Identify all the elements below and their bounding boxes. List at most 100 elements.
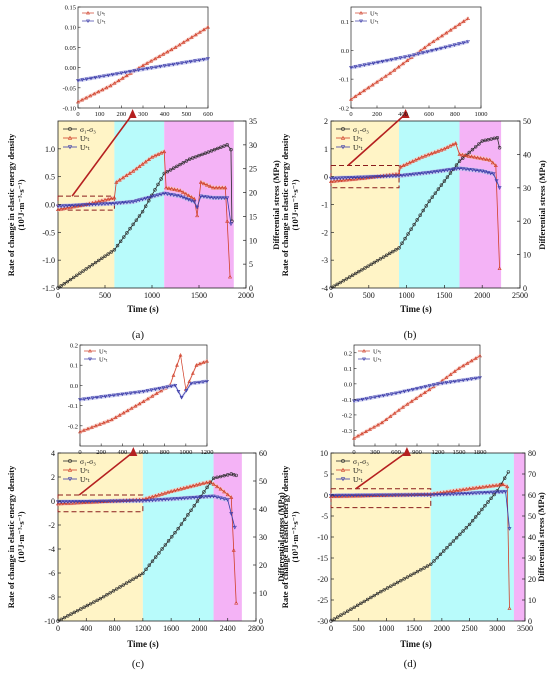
ue-marker [347, 177, 352, 182]
inset-ux-marker [434, 47, 439, 52]
inset-ue-marker [89, 425, 94, 429]
diff-stress-marker [335, 282, 339, 287]
ux-marker [430, 170, 435, 175]
diff-stress-marker [480, 507, 484, 512]
ux-marker [211, 196, 216, 200]
diff-stress-marker [66, 614, 70, 618]
inset-ue-marker [157, 54, 162, 58]
ux-marker [332, 493, 337, 498]
inset-ue-marker [383, 74, 388, 78]
x-tick-label: 2500 [512, 291, 528, 300]
inset-x-tick-label: 200 [116, 111, 126, 118]
ux-marker [480, 491, 485, 495]
inset-ux-marker [176, 390, 181, 394]
diff-stress-marker [195, 499, 200, 503]
y-left-axis-title: Rate of change in elastic energy density [280, 133, 290, 276]
ux-marker [464, 491, 469, 496]
ue-marker [229, 495, 234, 499]
diff-stress-marker [359, 601, 363, 606]
y-right-tick-label: 60 [259, 449, 267, 458]
ue-marker [198, 180, 203, 184]
ue-marker [407, 160, 412, 165]
zoom-dashed-box [57, 195, 115, 211]
ux-marker [461, 492, 466, 496]
diff-stress-marker [409, 227, 413, 231]
inset-ux-marker [165, 385, 170, 389]
ux-marker [134, 199, 139, 203]
inset-ux-marker [158, 64, 163, 69]
ux-marker [497, 490, 502, 495]
ue-marker [159, 150, 164, 155]
ue-marker [131, 168, 136, 173]
ux-marker [397, 174, 402, 178]
ue-marker [359, 176, 364, 180]
diff-stress-marker [366, 264, 370, 268]
inset-ue-marker [150, 394, 155, 398]
ux-marker [208, 195, 213, 200]
diff-stress-marker [134, 218, 139, 222]
legend-marker [341, 459, 345, 463]
inset-ux-marker [84, 77, 89, 82]
inset-ue-marker [137, 401, 142, 406]
inset-x-tick-label: 500 [181, 111, 191, 118]
legend-label: σ₁-σ₃ [80, 457, 96, 466]
ue-marker [117, 177, 122, 182]
diff-stress-marker [415, 569, 420, 574]
ux-marker [363, 175, 368, 180]
inset-x-tick-label: 1500 [453, 449, 466, 456]
diff-stress-marker [495, 136, 500, 140]
y-right-tick-label: 40 [528, 533, 536, 542]
ue-marker [448, 143, 453, 148]
ue-marker [71, 204, 76, 209]
diff-stress-marker [454, 163, 459, 167]
inset-y-tick-label: -0.1 [342, 397, 352, 404]
inset-y-tick-label: 0.15 [65, 5, 76, 12]
inset-ux-marker [416, 52, 421, 56]
ux-marker [427, 170, 432, 175]
inset-x-tick-label: 0 [78, 449, 81, 456]
inset-x-tick-label: 200 [96, 449, 106, 456]
inset-ue-line [353, 355, 481, 439]
inset-y-tick-label: 0.05 [65, 45, 76, 52]
inset-ue-marker [375, 80, 379, 84]
ux-marker [77, 203, 82, 208]
inset-ue-marker [121, 410, 126, 415]
inset-ue-marker [392, 68, 397, 72]
inset-ux-marker [188, 60, 193, 64]
inset-ux-marker [478, 376, 482, 380]
diff-stress-marker [427, 199, 431, 203]
inset-y-tick-label: -0.2 [339, 106, 349, 113]
diff-stress-marker [79, 607, 83, 611]
inset-ux-marker [444, 381, 449, 385]
inset-ue-marker [444, 30, 449, 35]
diff-stress-marker [457, 159, 462, 163]
ue-marker [204, 182, 209, 187]
diff-stress-marker [150, 559, 155, 563]
ux-marker [383, 493, 388, 498]
inset-ue-marker [76, 99, 80, 104]
diff-stress-marker [103, 254, 107, 258]
ux-marker [378, 175, 383, 179]
x-tick-label: 500 [353, 624, 365, 633]
ue-marker [493, 163, 498, 168]
legend-marker [340, 467, 346, 472]
y-right-tick-label: 40 [259, 505, 267, 514]
diff-stress-marker [106, 252, 110, 256]
ue-marker [481, 156, 486, 161]
ux-marker [90, 202, 95, 207]
inset-ue-marker [352, 436, 356, 440]
inset-ue-marker [104, 85, 109, 90]
diff-stress-marker [143, 204, 148, 208]
ux-marker [386, 493, 391, 498]
ux-marker [62, 204, 67, 208]
diff-stress-marker [345, 609, 350, 613]
ux-marker [412, 493, 417, 498]
diff-stress-marker [395, 580, 400, 585]
ue-marker [426, 152, 431, 157]
stage-region-2 [399, 121, 460, 288]
inset-ue-marker [109, 417, 114, 422]
diff-stress-marker [442, 549, 446, 553]
ux-marker [171, 193, 176, 198]
ue-marker [197, 482, 202, 486]
ux-marker [374, 493, 379, 498]
